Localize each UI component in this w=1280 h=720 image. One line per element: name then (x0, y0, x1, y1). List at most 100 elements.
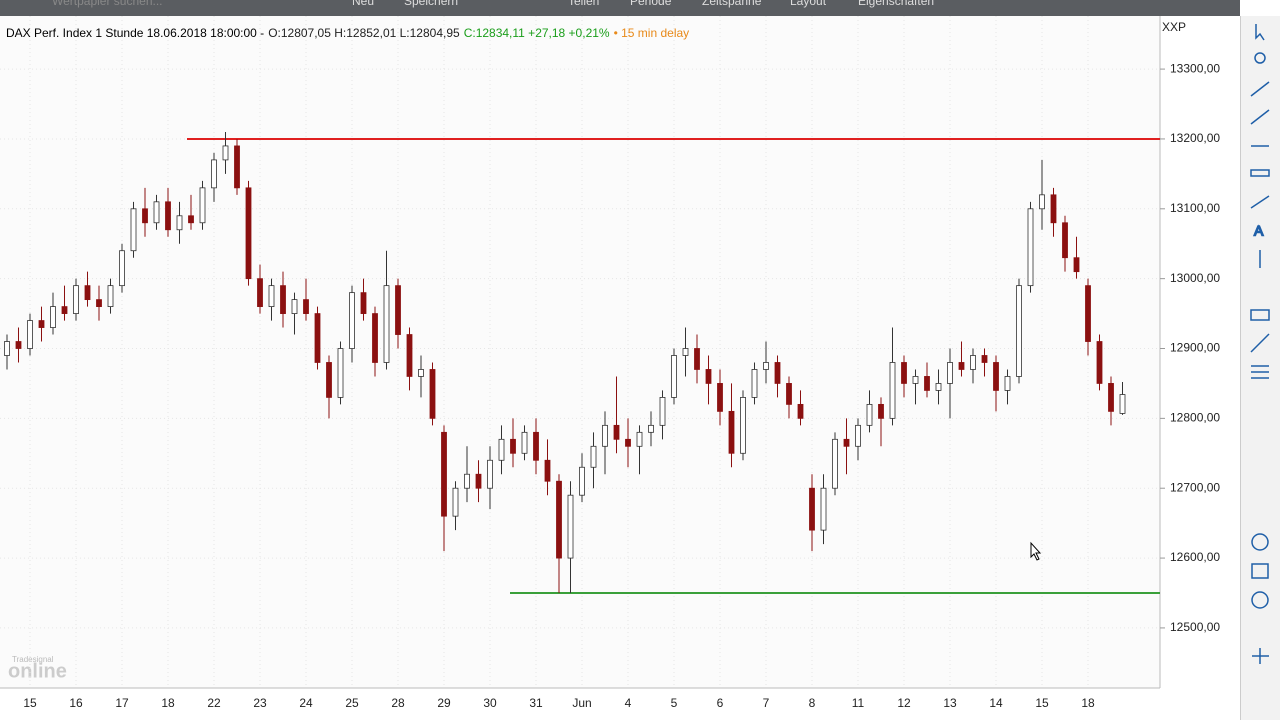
tool-fib[interactable] (1251, 365, 1269, 379)
axis-label: XXP (1162, 20, 1186, 34)
chart: XXP Tradesignal online 12500,00 12600,00 1… (0, 16, 1220, 710)
tool-ray[interactable] (1250, 195, 1270, 209)
cursor (1030, 541, 1042, 561)
candle-body (797, 403, 804, 419)
x-tick-label: 18 (1081, 696, 1095, 710)
y-tick-label: 13200,00 (1170, 131, 1220, 145)
tool-line[interactable] (1250, 109, 1270, 125)
tool-button[interactable]: Neu (352, 0, 375, 8)
candle-body (84, 285, 91, 301)
candle-body (1050, 194, 1057, 224)
search-box[interactable]: Wertpapier suchen... (52, 0, 163, 8)
x-tick-label: 6 (717, 696, 724, 710)
candle-body (257, 278, 263, 307)
candle-body (1096, 341, 1103, 384)
tool-button[interactable]: Layout (790, 0, 827, 8)
x-tick-label: 28 (391, 696, 405, 710)
x-tick-label: 7 (763, 696, 770, 710)
candle-body (671, 355, 677, 398)
tool-zoom[interactable] (1254, 52, 1266, 64)
candle-body (234, 145, 240, 189)
tool-button[interactable]: Periode (630, 0, 672, 8)
candle-body (786, 383, 792, 405)
delay: • 15 min delay (613, 26, 690, 40)
candle-body (510, 438, 516, 454)
tool-ruler[interactable] (1250, 169, 1270, 177)
candle-body (360, 292, 367, 314)
y-tick-label: 13000,00 (1170, 271, 1220, 285)
candle-body (1108, 383, 1114, 412)
candle-body (475, 473, 482, 489)
candle-body (50, 306, 56, 328)
tool-icons: A (1250, 24, 1270, 664)
candle-body (268, 285, 275, 307)
candle-body (211, 159, 217, 189)
tool-button[interactable]: Teilen (568, 0, 600, 8)
y-tick-label: 12700,00 (1170, 480, 1220, 494)
y-tick-label: 12600,00 (1170, 550, 1220, 564)
candle-body (774, 362, 781, 384)
candle-body (935, 383, 942, 391)
x-tick-label: 25 (345, 696, 359, 710)
candle-body (889, 362, 896, 419)
x-tick-label: 18 (161, 696, 175, 710)
candle-body (740, 397, 746, 454)
x-tick-label: 15 (23, 696, 37, 710)
tool-button[interactable]: Zeitspanne (702, 0, 762, 8)
candle-body (199, 187, 206, 224)
x-tick-label: 15 (1035, 696, 1049, 710)
y-tick-label: 12500,00 (1170, 620, 1220, 634)
y-tick-label: 12800,00 (1170, 411, 1220, 425)
candle-body (188, 215, 194, 224)
candle-body (970, 355, 976, 370)
tool-move[interactable] (1252, 648, 1269, 664)
x-tick-label: 31 (529, 696, 543, 710)
tool-trend[interactable] (1250, 333, 1270, 353)
tool-line[interactable] (1250, 81, 1270, 97)
x-tick-label: 12 (897, 696, 911, 710)
y-tick-label: 12900,00 (1170, 341, 1220, 355)
candle-body (763, 362, 769, 370)
x-tick-label: 17 (115, 696, 129, 710)
x-tick-label: Jun (572, 696, 591, 710)
candle-body (383, 285, 390, 363)
tool-button[interactable]: Speichern (404, 0, 459, 8)
candle-body (280, 285, 286, 314)
candle-body (418, 369, 424, 377)
candle-body (15, 341, 22, 349)
candle-body (337, 348, 344, 398)
tool-button[interactable]: Eigenschaften (858, 0, 935, 8)
candle-body (993, 362, 999, 391)
change: C:12834,11 +27,18 +0,21% (463, 26, 610, 40)
candle-body (441, 431, 447, 517)
candle-body (395, 285, 401, 335)
watermark: Tradesignal (12, 655, 54, 664)
tool-channel[interactable] (1250, 309, 1270, 321)
candle-body (751, 369, 758, 398)
candle-body (130, 208, 137, 252)
y-tick-label: 13300,00 (1170, 61, 1220, 75)
candle-body (521, 431, 528, 454)
candle-body (843, 438, 850, 447)
candle-body (636, 431, 643, 447)
tool-ellipse[interactable] (1251, 591, 1269, 609)
tool-text[interactable]: A (1253, 222, 1265, 240)
x-tick-label: 30 (483, 696, 497, 710)
candle-body (142, 208, 148, 224)
candle-body (326, 362, 332, 398)
x-tick-label: 8 (809, 696, 816, 710)
candle-body (648, 424, 654, 433)
x-tick-label: 22 (207, 696, 221, 710)
tool-rect[interactable] (1251, 563, 1269, 579)
candle-body (1073, 257, 1080, 273)
tool-circle[interactable] (1251, 533, 1269, 551)
tool-pointer[interactable] (1255, 24, 1265, 41)
candle-body (1039, 194, 1045, 210)
candle-body (1119, 394, 1126, 414)
candle-body (1062, 222, 1068, 259)
toolbar: Wertpapier suchen... Neu Speichern Teile… (0, 0, 1240, 16)
candle-body (866, 403, 873, 426)
candle-body (303, 299, 309, 314)
candle-body (291, 299, 298, 314)
